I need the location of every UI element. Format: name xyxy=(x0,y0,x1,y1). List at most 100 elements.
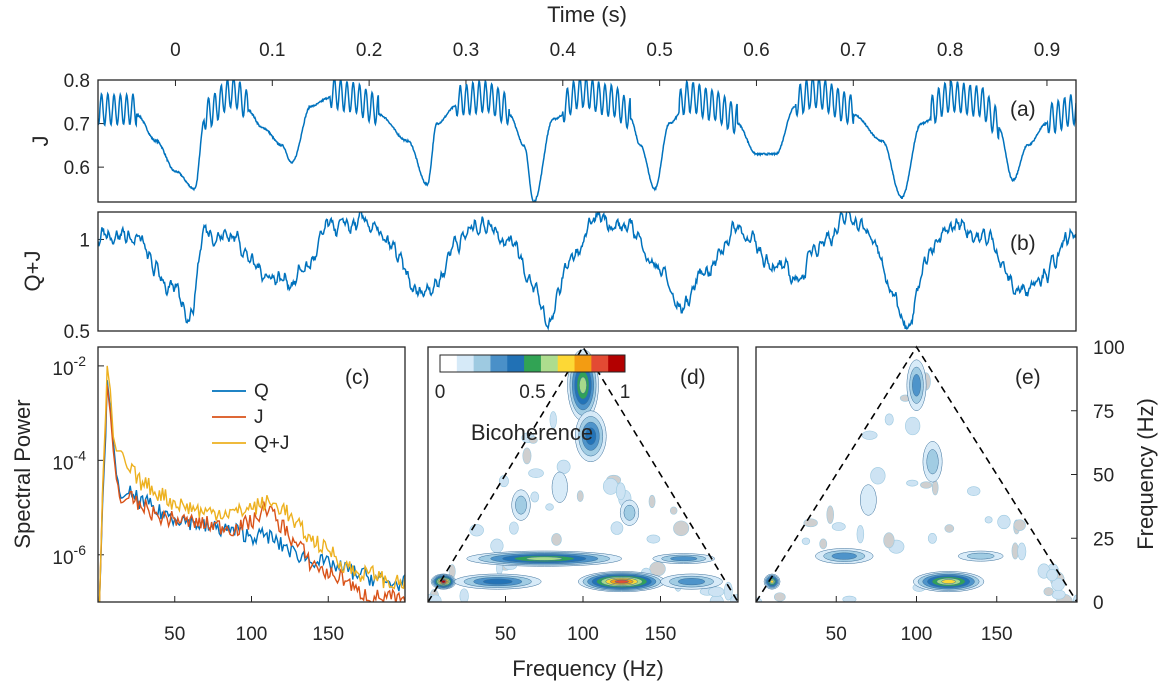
panel-a-ytick-label: 0.6 xyxy=(64,158,90,179)
contour-blob xyxy=(545,503,554,511)
contour-blob xyxy=(920,481,933,489)
colorbar-swatch xyxy=(490,355,508,372)
panel-e-xticks: 50 100 150 xyxy=(826,596,1013,645)
contour-blob xyxy=(883,532,895,549)
contour-region xyxy=(614,579,629,584)
panel-a-ylabel: J xyxy=(28,136,53,147)
panel-c-xtick-label: 100 xyxy=(236,624,268,645)
contour-blob xyxy=(967,486,981,496)
contour-region xyxy=(926,449,939,475)
time-tick-label: 0.7 xyxy=(840,40,866,61)
contour-blob xyxy=(615,482,626,501)
panel-d: 50 100 150 0 0.5 1 Bicoherence (d) xyxy=(427,345,739,645)
panel-a-ytick-label: 0.8 xyxy=(64,71,90,92)
contour-blob xyxy=(884,413,894,426)
panel-a-yticks: 0.6 0.7 0.8 xyxy=(64,71,104,179)
panel-c-legend: QJ Q+J xyxy=(212,381,289,454)
contour-region xyxy=(770,579,774,584)
contour-blob xyxy=(842,595,857,602)
contour-blob xyxy=(1017,542,1027,561)
contour-blob xyxy=(931,480,939,496)
contour-blob xyxy=(530,491,540,503)
time-axis-label: Time (s) xyxy=(547,2,627,27)
panel-c-xticks: 50 100 150 xyxy=(164,596,344,645)
panel-c-xtick-label: 50 xyxy=(164,624,185,645)
panel-e-ytick-label: 50 xyxy=(1093,466,1114,487)
time-tick-label: 0.6 xyxy=(743,40,769,61)
panel-e-yticks: 0 25 50 75 100 xyxy=(1071,338,1125,614)
contour-blob xyxy=(1051,589,1066,600)
contour-blob xyxy=(649,561,666,577)
panel-c-ytick-label: 10-2 xyxy=(52,353,86,380)
panel-b-frame xyxy=(97,211,1077,332)
panel-b-ytick-label: 1 xyxy=(79,230,90,251)
contour-blob xyxy=(831,522,846,531)
contour-blob xyxy=(549,411,557,429)
panel-d-xticks: 50 100 150 xyxy=(495,596,676,645)
contour-blob xyxy=(856,525,865,544)
contour-region xyxy=(831,552,857,560)
panel-a-series-line xyxy=(98,80,1076,202)
contour-region xyxy=(860,484,877,516)
contour-blob xyxy=(870,467,886,485)
contour-blob xyxy=(708,586,725,597)
legend-label-J: J xyxy=(254,407,264,428)
contour-blob xyxy=(576,490,584,502)
panel-e-ytick-label: 100 xyxy=(1093,338,1125,359)
panel-c-xtick-label: 150 xyxy=(312,624,344,645)
colorbar-swatch xyxy=(473,355,491,372)
panel-e-ytick-label: 25 xyxy=(1093,529,1114,550)
contour-blob xyxy=(997,514,1011,530)
panel-c-yticks: 10-6 10-4 10-2 xyxy=(52,353,104,569)
contour-region xyxy=(941,579,956,584)
contour-blob xyxy=(1051,577,1065,592)
panel-c-series xyxy=(98,365,405,602)
contour-blob xyxy=(673,520,690,537)
colorbar: 0 0.5 1 xyxy=(435,354,631,403)
xtick-label: 150 xyxy=(981,624,1013,645)
xtick-label: 50 xyxy=(495,624,516,645)
time-tick-label: 0.4 xyxy=(550,40,577,61)
contour-region xyxy=(551,471,568,503)
panel-a-label: (a) xyxy=(1010,98,1036,121)
contour-blob xyxy=(669,506,678,515)
contour-blob xyxy=(522,447,532,465)
contour-blob xyxy=(826,505,834,524)
panel-b-ylabel: Q+J xyxy=(20,251,45,292)
time-tick-label: 0.1 xyxy=(259,40,285,61)
panel-d-contours xyxy=(428,349,738,602)
contour-blob xyxy=(801,537,811,545)
contour-blob xyxy=(490,538,504,554)
panel-b: Q+J 0.5 1 (b) xyxy=(20,211,1077,343)
contour-blob xyxy=(429,594,442,602)
legend-label-QJ: Q+J xyxy=(254,433,289,454)
xtick-label: 100 xyxy=(901,624,933,645)
panel-a-frame xyxy=(97,79,1077,203)
panel-c-line-QJ xyxy=(98,365,405,602)
contour-blob xyxy=(861,430,878,440)
panel-b-ytick-label: 0.5 xyxy=(64,322,90,343)
contour-region xyxy=(579,376,587,394)
contour-blob xyxy=(984,516,993,524)
panel-c-ytick-label: 10-4 xyxy=(52,447,86,474)
contour-blob xyxy=(551,533,562,546)
contour-blob xyxy=(819,538,828,550)
colorbar-tick-label: 0.5 xyxy=(519,382,545,403)
colorbar-tick-label: 1 xyxy=(620,382,631,403)
contour-blob xyxy=(1046,568,1058,582)
panel-b-series-line xyxy=(98,212,1076,331)
contour-region xyxy=(585,427,597,445)
colorbar-swatch xyxy=(557,355,576,372)
panel-a-ytick-label: 0.7 xyxy=(64,115,90,136)
contour-blob xyxy=(498,475,509,488)
colorbar-label: Bicoherence xyxy=(471,420,593,445)
colorbar-swatch xyxy=(591,355,609,372)
panel-e-label: (e) xyxy=(1015,366,1041,389)
contour-blob xyxy=(459,588,469,602)
contour-region xyxy=(677,578,706,586)
colorbar-swatch xyxy=(524,355,542,372)
time-tick-label: 0.3 xyxy=(453,40,479,61)
colorbar-swatch xyxy=(456,355,475,372)
legend-label-Q: Q xyxy=(254,381,269,402)
